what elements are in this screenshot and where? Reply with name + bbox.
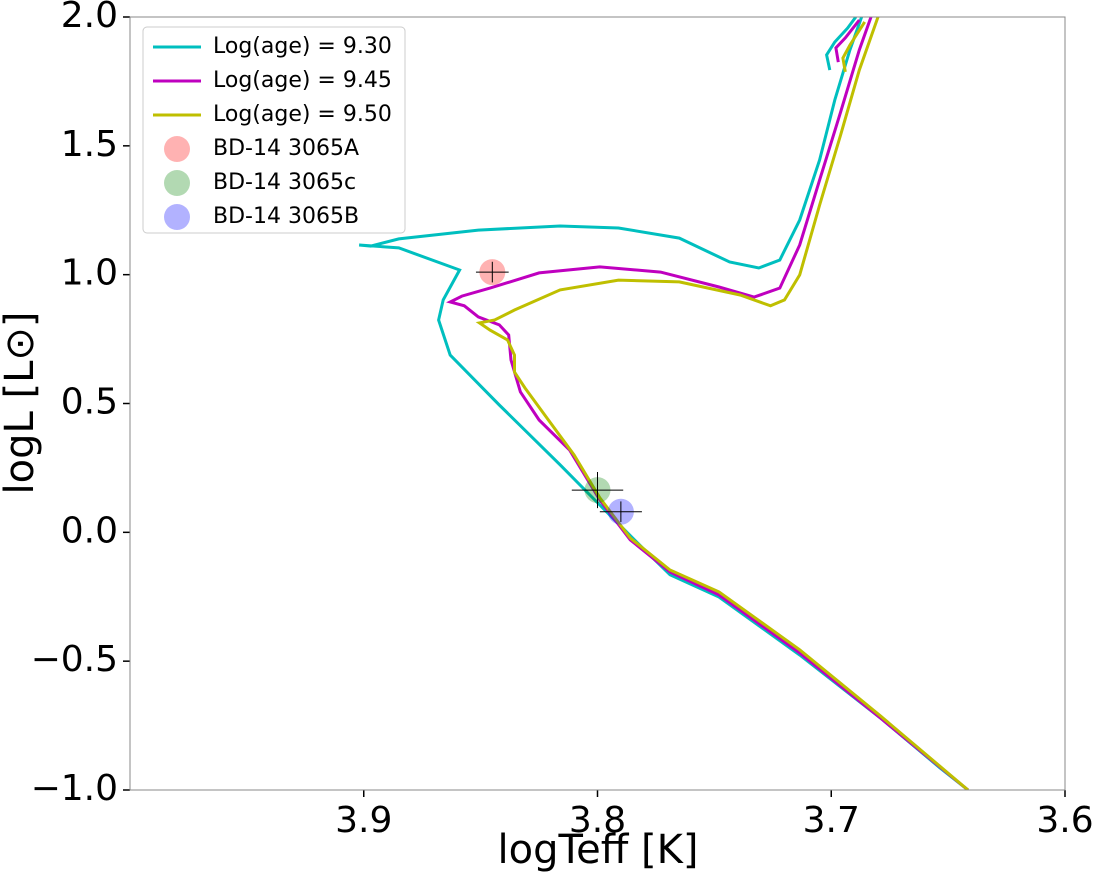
legend-label: Log(age) = 9.50 <box>213 102 392 127</box>
isochrone-line <box>475 17 969 790</box>
legend-swatch <box>164 170 190 196</box>
y-tick-label: 1.0 <box>61 253 118 294</box>
legend-label: BD-14 3065A <box>213 136 359 161</box>
legend-swatch <box>164 136 190 162</box>
isochrone-line <box>358 17 969 790</box>
y-tick-label: 1.5 <box>61 124 118 165</box>
legend-label: Log(age) = 9.30 <box>213 34 392 59</box>
legend-box <box>142 26 406 234</box>
y-tick-label: 2.0 <box>61 0 118 36</box>
isochrone-line <box>446 17 969 790</box>
x-tick-label: 3.8 <box>569 800 626 841</box>
x-tick-label: 3.9 <box>335 800 392 841</box>
legend-label: BD-14 3065c <box>213 170 356 195</box>
x-axis-label: logTeff [K] <box>498 827 699 873</box>
legend-label: BD-14 3065B <box>213 204 359 229</box>
y-axis-label: logL [L⊙] <box>0 312 43 495</box>
y-tick-label: 0.0 <box>61 510 118 551</box>
y-tick-label: 0.5 <box>61 382 118 423</box>
y-tick-label: −0.5 <box>31 639 118 680</box>
x-tick-label: 3.6 <box>1036 800 1093 841</box>
plot-frame <box>129 16 1066 791</box>
legend-swatch <box>164 204 190 230</box>
y-tick-label: −1.0 <box>31 768 118 809</box>
x-tick-label: 3.7 <box>803 800 860 841</box>
plot-area <box>358 17 969 790</box>
legend-label: Log(age) = 9.45 <box>213 68 392 93</box>
